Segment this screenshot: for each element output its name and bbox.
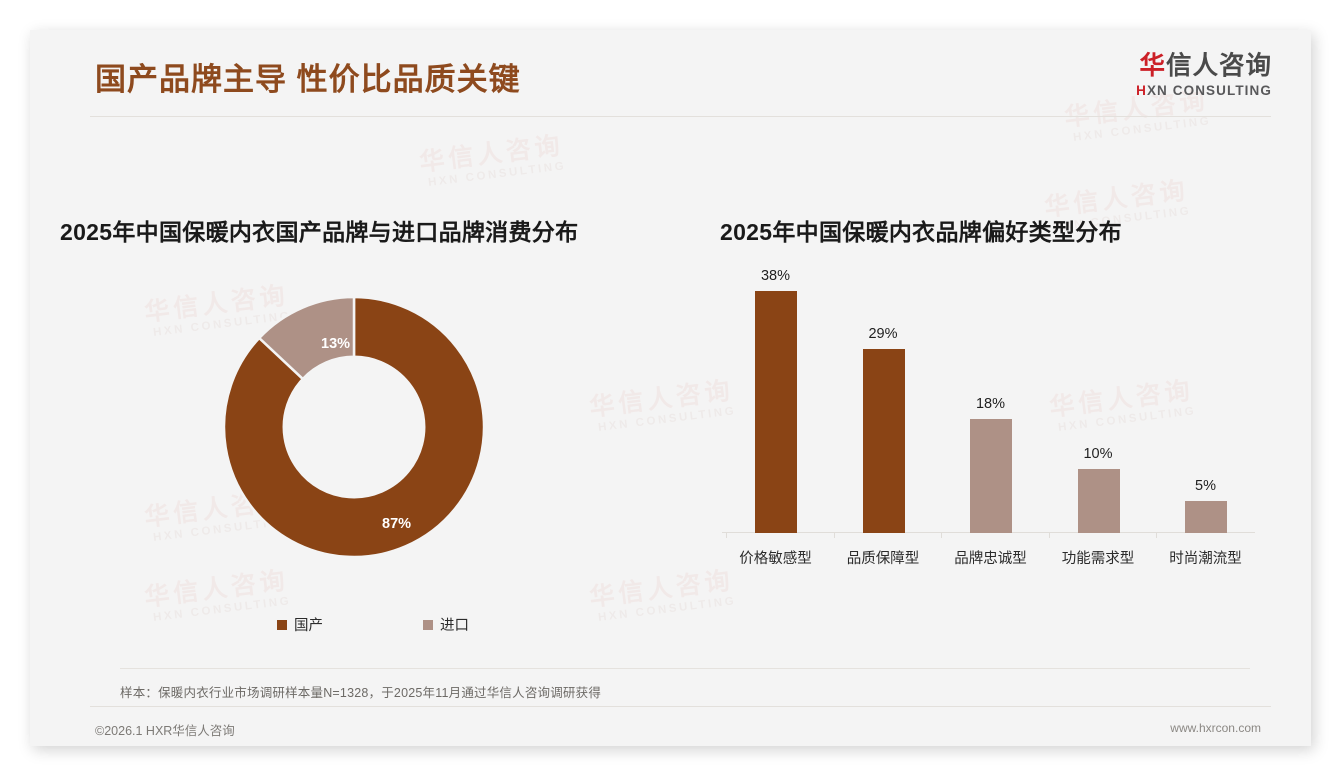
bar-category-label: 功能需求型 [1061,551,1135,567]
slide-header: 国产品牌主导 性价比品质关键 华信人咨询 HXN CONSULTING [30,30,1311,116]
copyright-text: ©2026.1 HXR华信人咨询 [95,724,235,738]
donut-legend: 国产 进口 [215,614,505,636]
bar-column: 10% 功能需求型 [1048,266,1149,586]
logo-en-highlight: H [1136,82,1147,98]
axis-tick [1048,533,1050,538]
page-title: 国产品牌主导 性价比品质关键 [95,62,521,97]
bar-column: 38% 价格敏感型 [725,266,826,586]
donut-slice-label-domestic: 87% [382,516,412,532]
bar-value-label: 18% [975,395,1006,412]
legend-swatch-icon [423,619,433,630]
axis-tick [941,533,942,538]
footnote-divider [120,668,1250,669]
axis-tick [726,533,727,538]
bar-value-label: 38% [760,268,791,285]
legend-swatch-icon [277,619,287,630]
logo-cn-rest: 信人咨询 [1165,52,1272,80]
bar-category-label: 价格敏感型 [739,551,812,567]
legend-item-import[interactable]: 进口 [423,614,469,635]
bar-category-label: 品质保障型 [846,551,920,567]
legend-item-domestic[interactable]: 国产 [277,614,323,635]
bar[interactable] [862,348,905,533]
bar[interactable] [1077,469,1120,533]
bar[interactable] [970,418,1012,533]
bar-column: 18% 品牌忠诚型 [940,266,1041,586]
bar-category-label: 时尚潮流型 [1169,551,1242,567]
slide-footer: ©2026.1 HXR华信人咨询 www.hxrcon.com [30,712,1311,746]
bar-chart: 38% 价格敏感型 29% 品质保障型 18% 品牌忠诚型 10% 功能需求型 5% 时尚潮流型 [720,266,1260,586]
donut-slice[interactable] [222,295,486,559]
donut-chart-svg [222,295,486,559]
website-text: www.hxrcon.com [1170,721,1261,735]
logo-chinese-name: 华信人咨询 [1136,53,1272,80]
bar-category-label: 品牌忠诚型 [954,551,1027,567]
bar[interactable] [1185,501,1227,533]
bar-value-label: 10% [1083,446,1113,463]
axis-tick [1156,533,1157,538]
slide-content: 2025年中国保暖内衣国产品牌与进口品牌消费分布 2025年中国保暖内衣品牌偏好… [30,116,1311,676]
donut-slice[interactable] [257,295,356,381]
bar-value-label: 5% [1195,478,1216,495]
bar-column: 29% 品质保障型 [833,266,934,586]
company-logo: 华信人咨询 HXN CONSULTING [1136,53,1272,98]
logo-en-rest: XN CONSULTING [1146,82,1272,98]
donut-slice-label-import: 13% [321,336,351,352]
bar-value-label: 29% [868,325,898,342]
bar[interactable] [755,291,797,533]
sample-note: 样本：保暖内衣行业市场调研样本量N=1328，于2025年11月通过华信人咨询调… [120,686,602,700]
slide-card: 华信人咨询 HXN CONSULTING 华信人咨询 HXN CONSULTIN… [30,30,1311,746]
axis-tick [833,533,835,538]
right-chart-title: 2025年中国保暖内衣品牌偏好类型分布 [720,219,1122,245]
bar-column: 5% 时尚潮流型 [1155,266,1256,586]
left-chart-title: 2025年中国保暖内衣国产品牌与进口品牌消费分布 [60,219,579,245]
logo-english-name: HXN CONSULTING [1136,83,1272,98]
donut-chart: 13% 87% [215,288,493,566]
legend-label: 国产 [294,618,323,634]
logo-cn-highlight: 华 [1139,52,1166,80]
footer-divider [90,706,1271,707]
header-divider [90,116,1271,117]
legend-label: 进口 [440,618,469,634]
